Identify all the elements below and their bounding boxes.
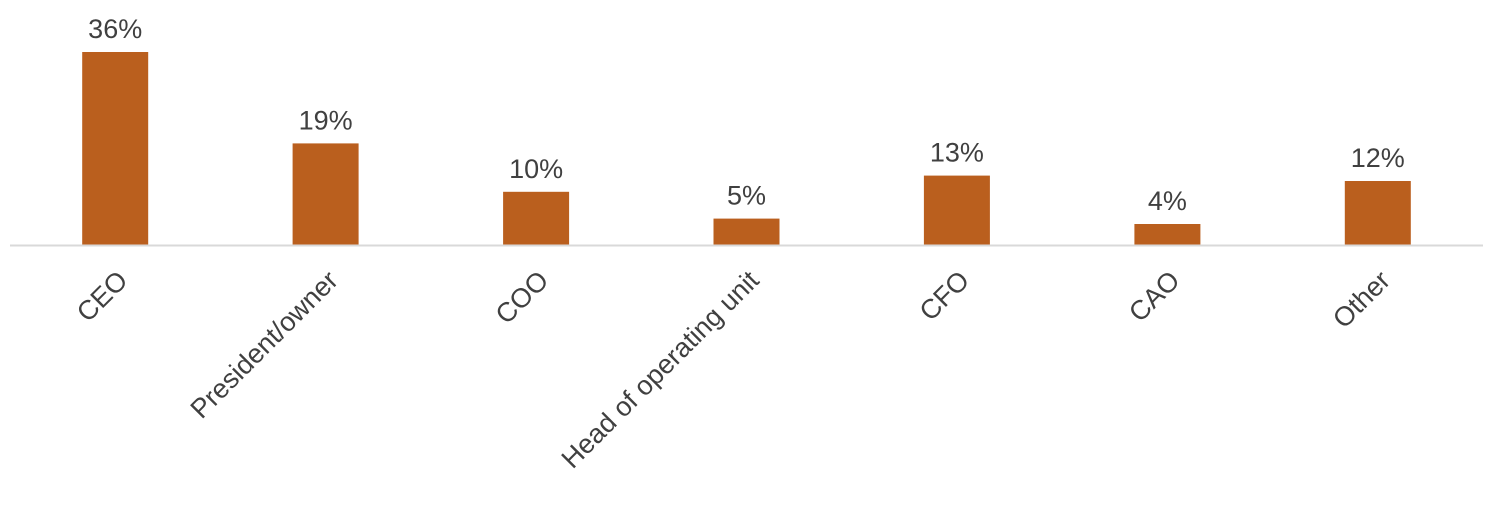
category-label-5: CAO	[1123, 265, 1186, 328]
category-label-4: CFO	[914, 265, 976, 327]
bar-4	[923, 175, 990, 246]
category-label-0: CEO	[71, 265, 134, 328]
bar-5	[1134, 224, 1201, 246]
category-label-6: Other	[1327, 265, 1396, 334]
value-label-0: 36%	[88, 14, 142, 44]
category-label-2: COO	[490, 265, 555, 330]
value-labels-group: 36% 19% 10% 5% 13% 4% 12%	[88, 14, 1405, 216]
category-label-1: President/owner	[185, 265, 344, 424]
bar-3	[713, 218, 780, 246]
value-label-3: 5%	[727, 181, 766, 211]
bar-1	[292, 143, 359, 246]
value-label-2: 10%	[509, 154, 563, 184]
bars-group	[82, 52, 1411, 246]
value-label-4: 13%	[930, 138, 984, 168]
bar-2	[503, 191, 570, 246]
bar-0	[82, 52, 149, 246]
category-labels-group: CEO President/owner COO Head of operating u…	[71, 265, 1396, 474]
bar-6	[1344, 181, 1411, 246]
value-label-1: 19%	[299, 105, 353, 135]
value-label-5: 4%	[1148, 186, 1187, 216]
category-label-3: Head of operating unit	[556, 265, 765, 474]
value-label-6: 12%	[1351, 143, 1405, 173]
